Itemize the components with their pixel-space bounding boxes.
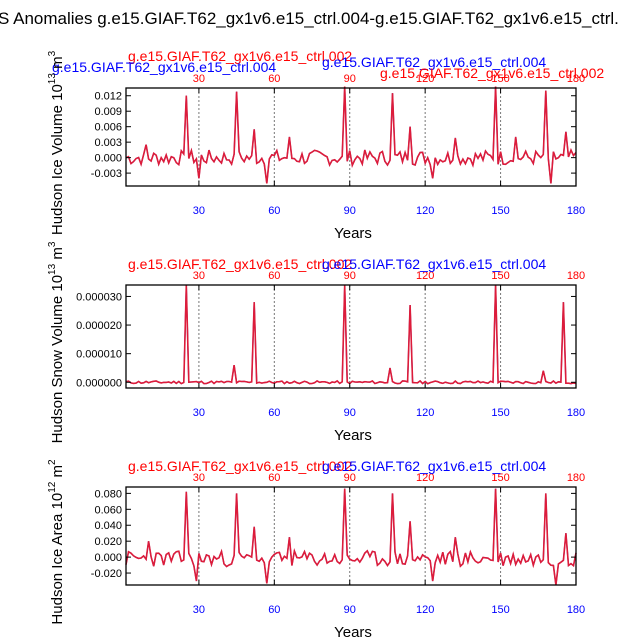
- y-tick-label: 0.080: [94, 488, 122, 500]
- top-tick-label: 150: [491, 270, 509, 282]
- y-tick-label: 0.060: [94, 504, 122, 516]
- bottom-tick-label: 30: [193, 407, 205, 419]
- bottom-tick-label: 60: [268, 407, 280, 419]
- run-label-blue: g.e15.GIAF.T62_gx1v6.e15_ctrl.004: [322, 458, 546, 474]
- bottom-tick-label: 180: [567, 205, 585, 217]
- bottom-tick-label: 150: [491, 604, 509, 616]
- panel-1: 0.012 0.009 0.006 0.003 0.000 -0.003 30 60 90 120…: [47, 48, 604, 242]
- figure-title: S Anomalies g.e15.GIAF.T62_gx1v6.e15_ctr…: [0, 9, 619, 28]
- top-tick-label: 60: [268, 472, 280, 484]
- x-axis-label: Years: [334, 624, 372, 638]
- y-axis-label: Hudson Ice Area 1012 m2: [47, 459, 66, 625]
- top-tick-label: 90: [344, 472, 356, 484]
- y-tick-label: -0.003: [91, 168, 122, 180]
- top-tick-label: 60: [268, 73, 280, 85]
- bottom-tick-label: 180: [567, 604, 585, 616]
- bottom-tick-label: 90: [344, 205, 356, 217]
- top-tick-label: 30: [193, 472, 205, 484]
- bottom-tick-label: 150: [491, 407, 509, 419]
- run-label-red: g.e15.GIAF.T62_gx1v6.e15_ctrl.002: [128, 256, 352, 272]
- top-tick-label: 60: [268, 270, 280, 282]
- series-line-ctrl-004: [125, 284, 577, 385]
- top-tick-label: 150: [491, 73, 509, 85]
- y-tick-label: 0.012: [94, 91, 122, 103]
- top-tick-label: 30: [193, 73, 205, 85]
- bottom-tick-label: 30: [193, 604, 205, 616]
- series-line-ctrl-002: [125, 488, 577, 586]
- series-line-ctrl-004: [125, 488, 577, 586]
- y-tick-label: 0.009: [94, 106, 122, 118]
- bottom-tick-label: 90: [344, 604, 356, 616]
- top-tick-label: 30: [193, 270, 205, 282]
- y-tick-label: 0.000: [94, 153, 122, 165]
- y-tick-label: 0.000030: [76, 291, 122, 303]
- bottom-tick-label: 60: [268, 604, 280, 616]
- run-label-red: g.e15.GIAF.T62_gx1v6.e15_ctrl.002: [128, 458, 352, 474]
- bottom-tick-label: 90: [344, 407, 356, 419]
- run-label-red: g.e15.GIAF.T62_gx1v6.e15_ctrl.002: [128, 48, 352, 64]
- plot-frame: [125, 486, 577, 586]
- panel-3: 0.080 0.060 0.040 0.020 0.000 -0.020 30 60 90 120…: [47, 458, 585, 638]
- y-tick-label: 0.020: [94, 536, 122, 548]
- y-tick-label: 0.000: [94, 552, 122, 564]
- x-axis-label: Years: [334, 427, 372, 444]
- top-tick-label: 180: [567, 73, 585, 85]
- run-label-blue: g.e15.GIAF.T62_gx1v6.e15_ctrl.004: [322, 256, 546, 272]
- top-tick-label: 180: [567, 270, 585, 282]
- run-label-blue: g.e15.GIAF.T62_gx1v6.e15_ctrl.004: [322, 54, 546, 70]
- y-tick-label: 0.040: [94, 520, 122, 532]
- bottom-tick-label: 30: [193, 205, 205, 217]
- plot-frame: [125, 87, 577, 187]
- x-axis-label: Years: [334, 225, 372, 242]
- top-tick-label: 90: [344, 270, 356, 282]
- top-tick-label: 120: [416, 270, 434, 282]
- y-axis-label: Hudson Ice Volume 1013 m3: [47, 50, 66, 235]
- top-tick-label: 90: [344, 73, 356, 85]
- y-tick-label: 0.000000: [76, 377, 122, 389]
- run-label-red: g.e15.GIAF.T62_gx1v6.e15_ctrl.002: [380, 65, 604, 81]
- top-tick-label: 150: [491, 472, 509, 484]
- series-line-ctrl-002: [125, 86, 577, 184]
- series-line-ctrl-004: [125, 86, 577, 184]
- top-tick-label: 180: [567, 472, 585, 484]
- bottom-tick-label: 120: [416, 407, 434, 419]
- top-tick-label: 120: [416, 73, 434, 85]
- bottom-tick-label: 120: [416, 604, 434, 616]
- series-line-ctrl-002: [125, 284, 577, 385]
- bottom-tick-label: 150: [491, 205, 509, 217]
- bottom-tick-label: 60: [268, 205, 280, 217]
- bottom-tick-label: 120: [416, 205, 434, 217]
- run-label-blue: g.e15.GIAF.T62_gx1v6.e15_ctrl.004: [52, 59, 276, 75]
- panel-2: 0.000030 0.000020 0.000010 0.000000 30 60 90 12…: [47, 241, 585, 444]
- top-tick-label: 120: [416, 472, 434, 484]
- y-tick-label: -0.020: [91, 568, 122, 580]
- y-tick-label: 0.003: [94, 137, 122, 149]
- bottom-tick-label: 180: [567, 407, 585, 419]
- y-axis-label: Hudson Snow Volume 1013 m3: [47, 241, 66, 443]
- y-tick-label: 0.006: [94, 122, 122, 134]
- plot-frame: [125, 284, 577, 389]
- y-tick-label: 0.000020: [76, 320, 122, 332]
- y-tick-label: 0.000010: [76, 349, 122, 361]
